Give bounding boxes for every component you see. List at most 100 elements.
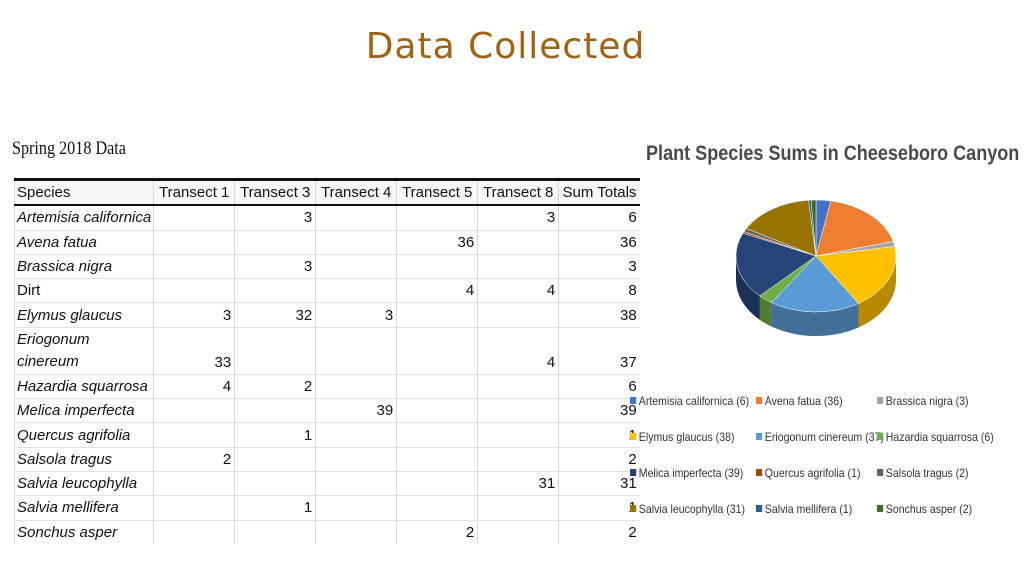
- pie-side: [736, 256, 760, 320]
- pie-slice: [815, 200, 894, 257]
- legend-swatch: [877, 469, 884, 476]
- table-row: Hazardia squarrosa 4 2 6: [13, 374, 640, 400]
- value-cell: [396, 302, 478, 328]
- value-cell: 3: [153, 302, 235, 328]
- value-cell: 33: [153, 327, 235, 375]
- legend-label: Eriogonum cinereum (37): [764, 430, 884, 444]
- value-cell: 3: [234, 254, 316, 280]
- value-cell: [396, 374, 478, 400]
- column-header: Transect 1: [153, 178, 235, 207]
- value-cell: [477, 374, 559, 400]
- legend-item: Elymus glaucus (38): [630, 430, 734, 444]
- table-row: Melica imperfecta 39 39: [13, 398, 640, 424]
- table-row: Salsola tragus 2 2: [13, 447, 640, 472]
- species-cell: Sonchus asper: [13, 520, 154, 544]
- value-cell: [234, 278, 316, 304]
- value-cell: [234, 230, 316, 255]
- legend-swatch: [877, 433, 884, 440]
- value-cell: [477, 495, 559, 521]
- table-row: Dirt 4 4 8: [13, 278, 640, 304]
- species-cell: Quercus agrifolia: [13, 422, 154, 448]
- value-cell: 4: [396, 278, 478, 304]
- value-cell: [477, 302, 559, 328]
- value-cell: [477, 398, 559, 424]
- value-cell: [396, 471, 478, 497]
- value-cell: [153, 422, 235, 448]
- column-header: Transect 3: [234, 178, 316, 207]
- value-cell: [477, 520, 559, 544]
- legend-swatch: [877, 397, 884, 404]
- value-cell: 2: [153, 447, 235, 472]
- value-cell: 31: [558, 471, 640, 497]
- value-cell: 8: [558, 278, 640, 304]
- legend-swatch: [630, 505, 637, 512]
- value-cell: 36: [558, 230, 640, 255]
- value-cell: [315, 230, 397, 255]
- value-cell: [234, 520, 316, 544]
- value-cell: [315, 254, 397, 280]
- legend-swatch: [756, 505, 763, 512]
- value-cell: [396, 205, 478, 231]
- species-cell: Salvia mellifera: [13, 495, 154, 521]
- species-cell: Salvia leucophylla: [13, 471, 154, 497]
- species-cell: Hazardia squarrosa: [13, 374, 154, 400]
- value-cell: 3: [315, 302, 397, 328]
- value-cell: 2: [234, 374, 316, 400]
- value-cell: [396, 422, 478, 448]
- column-header: Transect 8: [477, 178, 559, 207]
- value-cell: [315, 447, 397, 472]
- value-cell: 31: [477, 471, 559, 497]
- species-cell: Avena fatua: [13, 230, 154, 255]
- value-cell: [153, 495, 235, 521]
- species-cell: Melica imperfecta: [13, 398, 154, 424]
- slide-title: Data Collected: [365, 26, 646, 67]
- value-cell: [234, 471, 316, 497]
- pie-side: [858, 256, 896, 328]
- chart-title: Plant Species Sums in Cheeseboro Canyon: [646, 142, 1020, 165]
- value-cell: [315, 495, 397, 521]
- legend-item: Artemisia californica (6): [630, 394, 749, 408]
- column-header: Transect 5: [396, 178, 478, 207]
- value-cell: [477, 422, 559, 448]
- value-cell: 1: [234, 422, 316, 448]
- value-cell: [315, 327, 397, 375]
- value-cell: [234, 327, 316, 375]
- value-cell: 1: [234, 495, 316, 521]
- species-cell: Dirt: [13, 278, 154, 304]
- legend-swatch: [756, 433, 763, 440]
- value-cell: [315, 205, 397, 231]
- value-cell: 38: [558, 302, 640, 328]
- value-cell: [396, 398, 478, 424]
- legend-label: Salsola tragus (2): [885, 466, 969, 480]
- value-cell: 4: [153, 374, 235, 400]
- pie-slice: [815, 246, 897, 304]
- legend-label: Artemisia californica (6): [638, 394, 750, 408]
- legend-label: Melica imperfecta (39): [638, 466, 744, 480]
- legend-swatch: [756, 469, 763, 476]
- value-cell: [315, 520, 397, 544]
- value-cell: 2: [558, 520, 640, 544]
- value-cell: [477, 447, 559, 472]
- pie-slice: [810, 199, 817, 257]
- data-table: Species Transect 1 Transect 3 Transect 4 Tra…: [13, 178, 640, 544]
- value-cell: 3: [558, 254, 640, 280]
- value-cell: 39: [315, 398, 397, 424]
- legend-item: Eriogonum cinereum (37): [756, 430, 884, 444]
- value-cell: 2: [558, 447, 640, 472]
- value-cell: [153, 254, 235, 280]
- value-cell: [477, 254, 559, 280]
- value-cell: [477, 230, 559, 255]
- value-cell: 39: [558, 398, 640, 424]
- legend-item: Hazardia squarrosa (6): [877, 430, 994, 444]
- legend-item: Brassica nigra (3): [877, 394, 969, 408]
- legend-label: Sonchus asper (2): [885, 502, 973, 516]
- value-cell: [315, 471, 397, 497]
- legend-label: Salvia leucophylla (31): [638, 502, 746, 516]
- value-cell: 3: [234, 205, 316, 231]
- pie-slice: [745, 199, 817, 257]
- value-cell: [315, 374, 397, 400]
- species-cell: Elymus glaucus: [13, 302, 154, 328]
- legend-label: Salvia mellifera (1): [764, 502, 853, 516]
- column-header: Species: [13, 178, 154, 207]
- value-cell: [153, 278, 235, 304]
